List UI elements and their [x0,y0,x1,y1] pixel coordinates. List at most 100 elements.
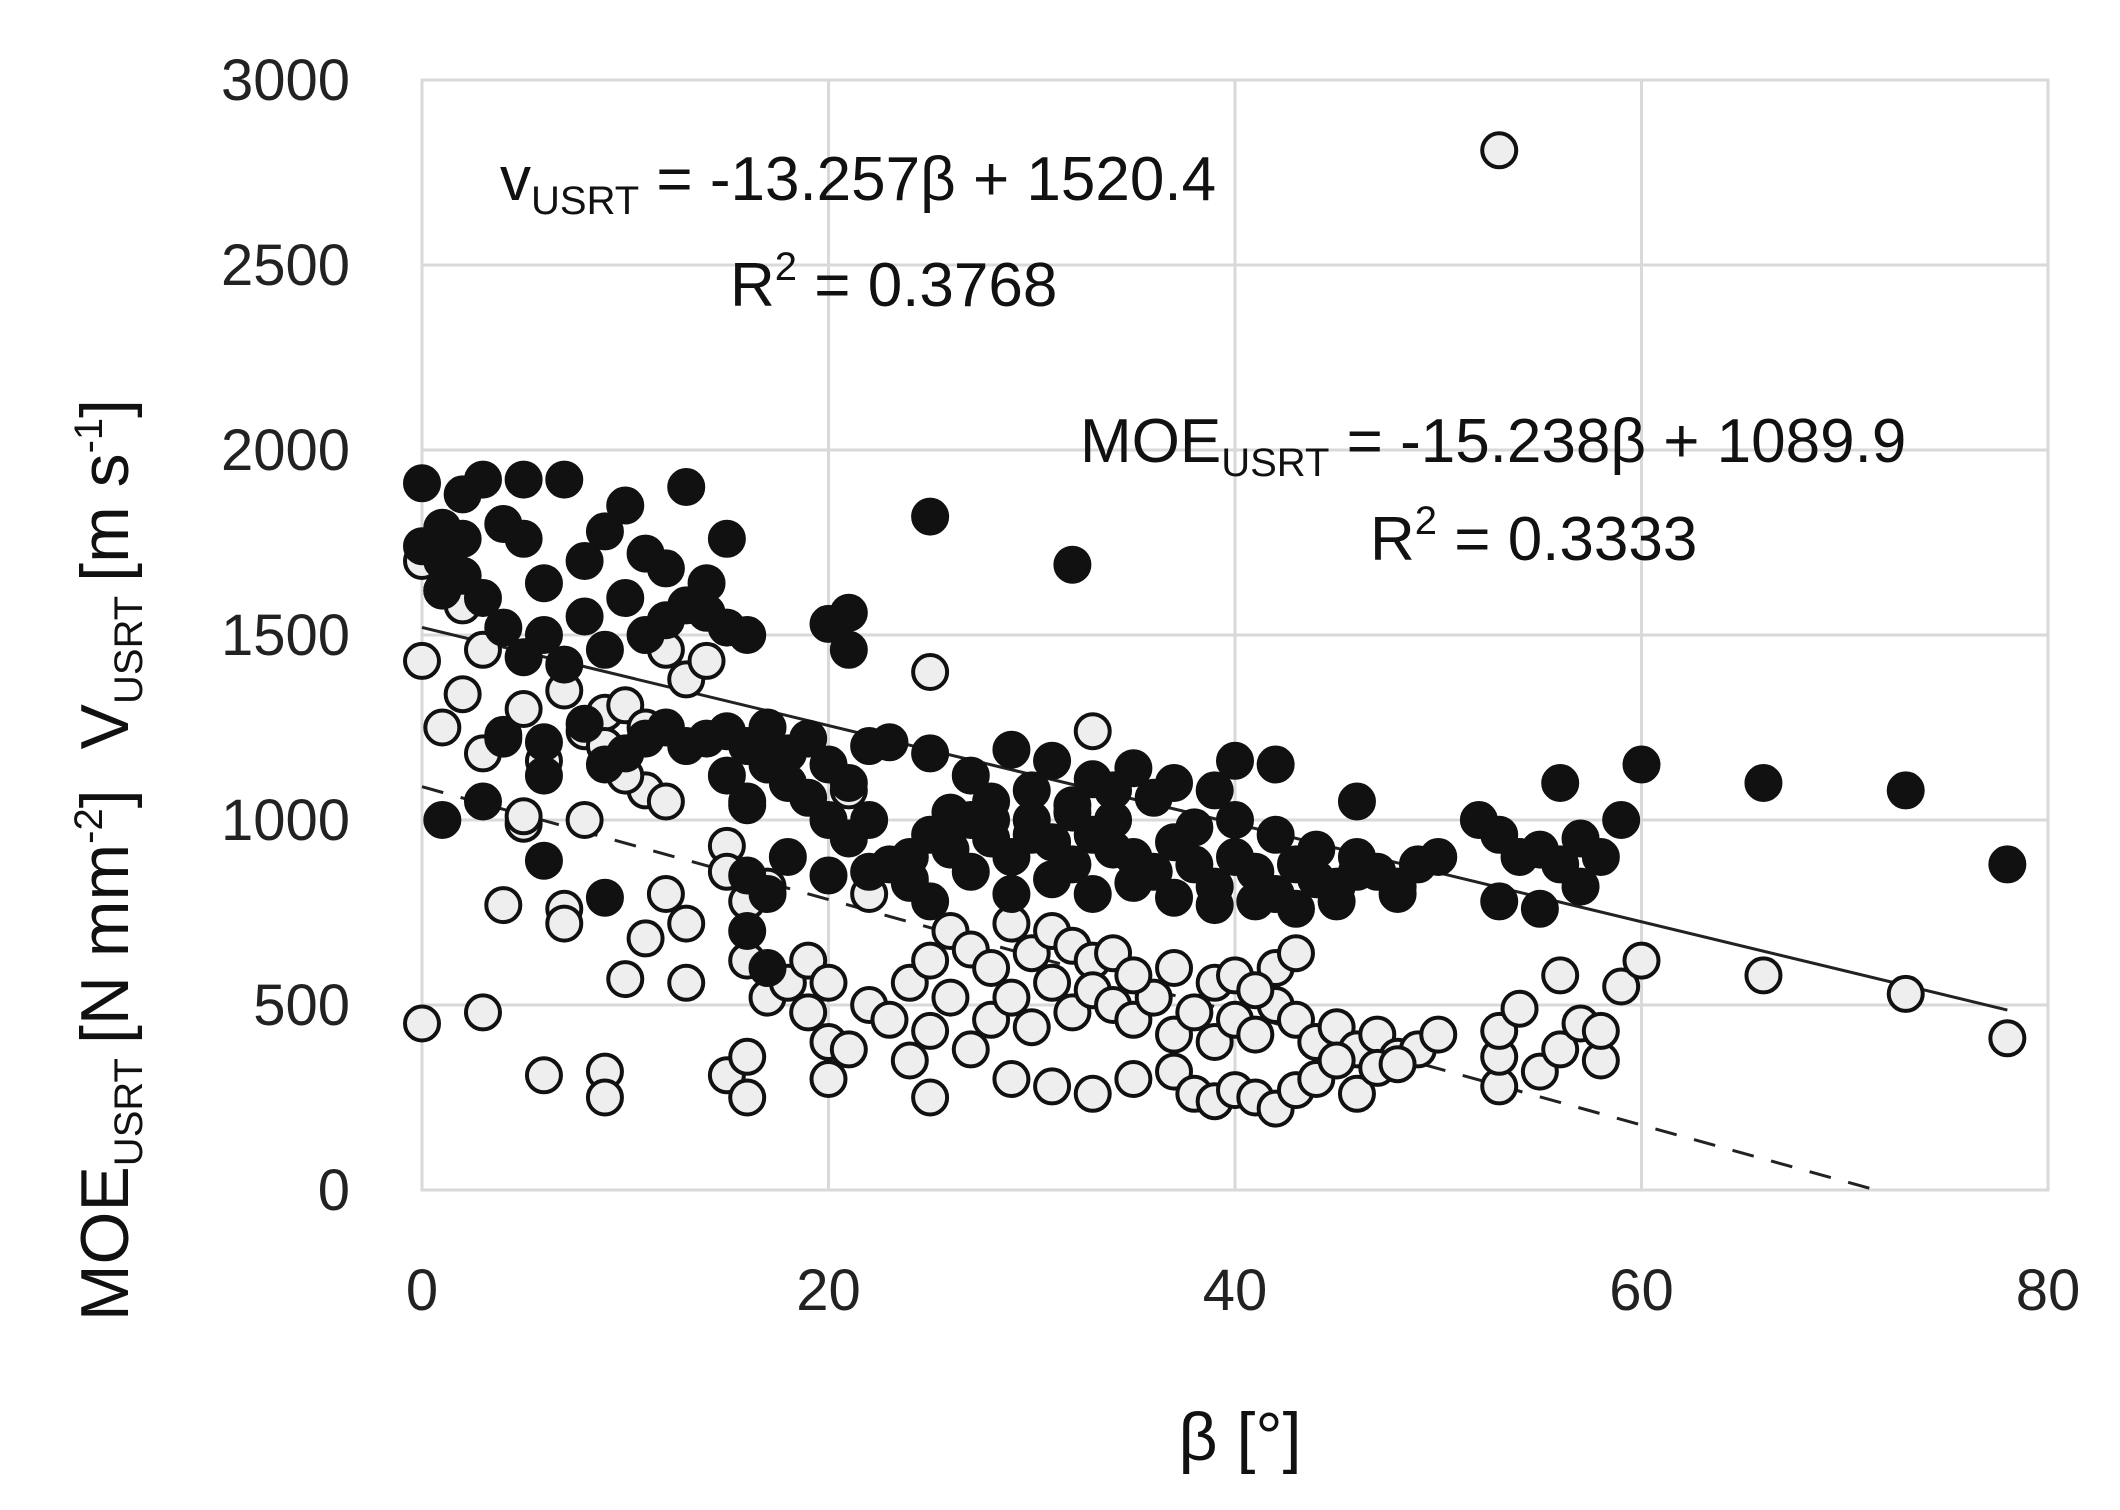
moe-point [443,675,482,714]
moe-point [992,978,1031,1017]
v-point [707,756,746,795]
y-tick-label: 500 [253,973,350,1038]
v-point [992,875,1031,913]
v-equation-rest: = -13.257β + 1520.4 [639,145,1216,214]
y-tick-label: 0 [318,1158,350,1223]
v-point [1175,808,1214,847]
y-axis-title-v-unit-post: ] [67,399,143,418]
moe-trendline [421,785,1877,1192]
v-point [524,723,563,762]
moe-point [972,949,1011,987]
moe-point [646,875,685,913]
moe-point [545,904,584,943]
moe-point [1988,1019,2027,1058]
moe-point [1337,1074,1376,1113]
v-point [463,460,502,499]
v-point [931,808,970,847]
y-axis-title: MOEUSRT[N mm-2]VUSRT[m s-1] [67,399,151,1321]
v-point [545,460,584,499]
v-point [545,645,584,684]
moe-point [789,993,828,1032]
v-r2-sup: 2 [775,245,797,289]
v-point [1886,771,1925,810]
x-tick-label: 0 [406,1258,438,1323]
x-tick-label: 40 [1203,1258,1268,1323]
moe-equation-sub: USRT [1221,441,1329,485]
v-point [850,852,889,891]
moe-point [1419,1015,1458,1054]
plot-border [420,78,2050,1192]
moe-point [1541,1030,1580,1069]
v-point [646,549,685,588]
v-point [504,460,543,499]
v-point [809,856,848,895]
moe-point [1012,1008,1051,1047]
v-point [585,878,624,917]
v-point [1602,801,1641,839]
v-point [484,608,523,647]
v-series [403,460,2027,987]
v-point [1988,845,2027,884]
moe-point [504,690,543,728]
v-point [1195,771,1234,810]
moe-point [1317,1041,1356,1080]
v-point [524,564,563,603]
moe-r2-rest: = 0.3333 [1437,505,1697,574]
moe-point [809,1060,848,1098]
moe-point [423,708,462,747]
y-tick-label: 3000 [221,48,350,113]
moe-point [809,963,848,1002]
moe-point [687,641,726,680]
y-axis-title-moe-unit: [N mm [67,844,143,1044]
v-point [1744,764,1783,802]
y-axis-title-moe-unit-sup: -2 [67,808,111,844]
y-axis-title-v: V [67,703,143,749]
v-point [423,801,462,839]
moe-point [829,1030,868,1069]
v-point [728,912,767,950]
v-point [423,571,462,610]
moe-point [1114,1060,1153,1098]
moe-point [931,978,970,1017]
data-points [403,131,2027,1128]
moe-point [403,1004,441,1043]
moe-point [1602,967,1641,1006]
v-point [565,704,604,743]
moe-point [606,960,645,999]
v-point [1073,875,1112,913]
v-point [850,801,889,839]
moe-point [1236,1015,1275,1054]
v-point [1276,889,1315,928]
v-point [768,838,807,876]
moe-point [463,993,502,1032]
moe-point [504,797,543,836]
moe-point [403,641,441,680]
v-point [1480,882,1519,921]
moe-r2-prefix: R [1370,505,1415,574]
x-axis-title: β [°] [1179,1399,1302,1475]
v-point [789,719,828,758]
moe-point [992,1060,1031,1098]
v-point [1622,745,1661,784]
moe-point [951,1030,990,1069]
v-r2: R2 = 0.3768 [730,245,1057,320]
moe-point [1541,956,1580,995]
v-point [829,630,868,669]
v-point [728,782,767,821]
v-point [1520,889,1559,928]
moe-point [1500,989,1539,1028]
v-point [829,764,868,802]
v-point [1114,863,1153,902]
v-point [1297,830,1336,869]
moe-r2-sup: 2 [1415,499,1437,543]
moe-point [524,1056,563,1095]
y-tick-label: 2000 [221,418,350,483]
moe-point [1175,993,1214,1032]
v-point [829,593,868,632]
v-point [585,745,624,784]
v-point [484,719,523,758]
y-axis-title-v-sub: USRT [107,596,151,704]
v-point [1581,838,1620,876]
v-point [870,723,909,762]
